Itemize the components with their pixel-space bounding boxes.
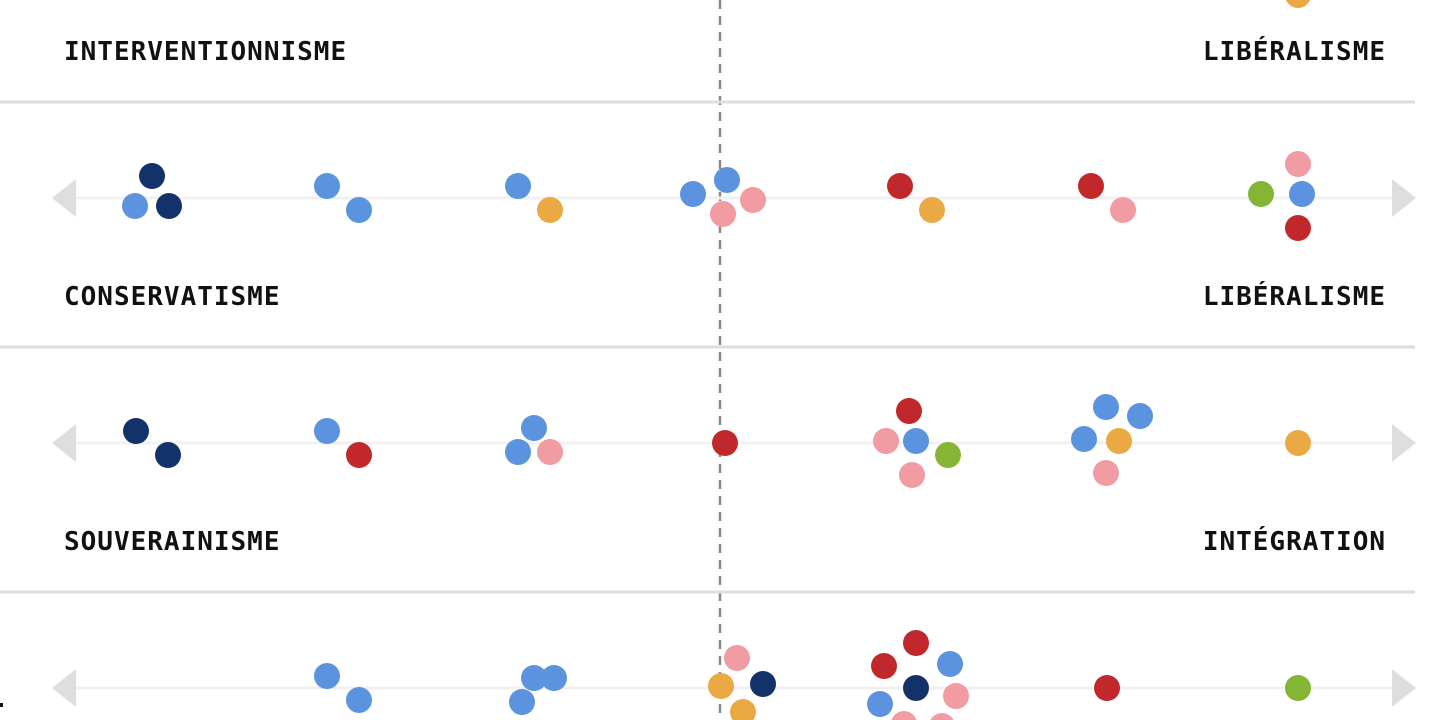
party-dot-blue [346, 197, 372, 223]
right-arrow-icon [1392, 179, 1416, 217]
party-dot-blue [1127, 403, 1153, 429]
party-dot-blue [346, 687, 372, 713]
party-dot-blue [505, 173, 531, 199]
party-dot-blue [1071, 426, 1097, 452]
party-dot-navy [156, 193, 182, 219]
left-arrow-icon [52, 179, 76, 217]
party-dot-orange [537, 197, 563, 223]
party-dot-orange [919, 197, 945, 223]
party-dot-red [346, 442, 372, 468]
party-dot-red [896, 398, 922, 424]
party-dot-red [712, 430, 738, 456]
edge-mark [0, 703, 3, 707]
right-arrow-icon [1392, 669, 1416, 707]
party-dot-red [871, 653, 897, 679]
party-dot-blue [505, 439, 531, 465]
party-dot-orange [1285, 430, 1311, 456]
party-dot-red [887, 173, 913, 199]
party-dot-blue [509, 689, 535, 715]
party-dot-green [1248, 181, 1274, 207]
party-dot-blue [521, 415, 547, 441]
party-dot-orange [730, 699, 756, 720]
party-dot-blue [521, 665, 547, 691]
party-dot-blue [937, 651, 963, 677]
party-dot-blue [714, 167, 740, 193]
party-dot-red [903, 630, 929, 656]
party-dot-red [1285, 215, 1311, 241]
party-dot-blue [867, 691, 893, 717]
scale-2-left-label: CONSERVATISME [64, 282, 281, 312]
party-dot-navy [123, 418, 149, 444]
party-dot-blue [314, 173, 340, 199]
party-dot-pink [724, 645, 750, 671]
party-dot-blue [541, 665, 567, 691]
party-dot-pink [930, 713, 954, 720]
party-dot-blue [314, 418, 340, 444]
party-dot-orange [1106, 428, 1132, 454]
scale-1-left-label: INTERVENTIONNISME [64, 37, 347, 67]
party-dot-pink [891, 711, 917, 720]
party-dot-navy [903, 675, 929, 701]
party-dot-red [1094, 675, 1120, 701]
party-dot-pink [710, 201, 736, 227]
party-dot-navy [139, 163, 165, 189]
party-dot-blue [680, 181, 706, 207]
party-dot-blue [314, 663, 340, 689]
party-dot-pink [1093, 460, 1119, 486]
party-dot-red [1078, 173, 1104, 199]
scale-3-right-label: INTÉGRATION [1203, 525, 1386, 557]
party-dot-pink [740, 187, 766, 213]
scale-3-left-label: SOUVERAINISME [64, 527, 281, 557]
left-arrow-icon [52, 669, 76, 707]
party-dot-navy [750, 671, 776, 697]
party-dot-pink [537, 439, 563, 465]
party-dot-blue [903, 428, 929, 454]
party-dot-green [1285, 675, 1311, 701]
scale-1-right-label: LIBÉRALISME [1203, 35, 1386, 67]
party-dot-pink [899, 462, 925, 488]
party-dot-blue [1289, 181, 1315, 207]
party-dot-pink [943, 683, 969, 709]
party-dot-pink [1285, 151, 1311, 177]
scale-2-right-label: LIBÉRALISME [1203, 280, 1386, 312]
party-dot-blue [1093, 394, 1119, 420]
party-dot-pink [873, 428, 899, 454]
party-dot-green [935, 442, 961, 468]
left-arrow-icon [52, 424, 76, 462]
party-dot-blue [122, 193, 148, 219]
right-arrow-icon [1392, 424, 1416, 462]
party-dot-orange [1286, 0, 1310, 8]
party-dot-navy [155, 442, 181, 468]
party-dot-orange [708, 673, 734, 699]
party-dot-pink [1110, 197, 1136, 223]
